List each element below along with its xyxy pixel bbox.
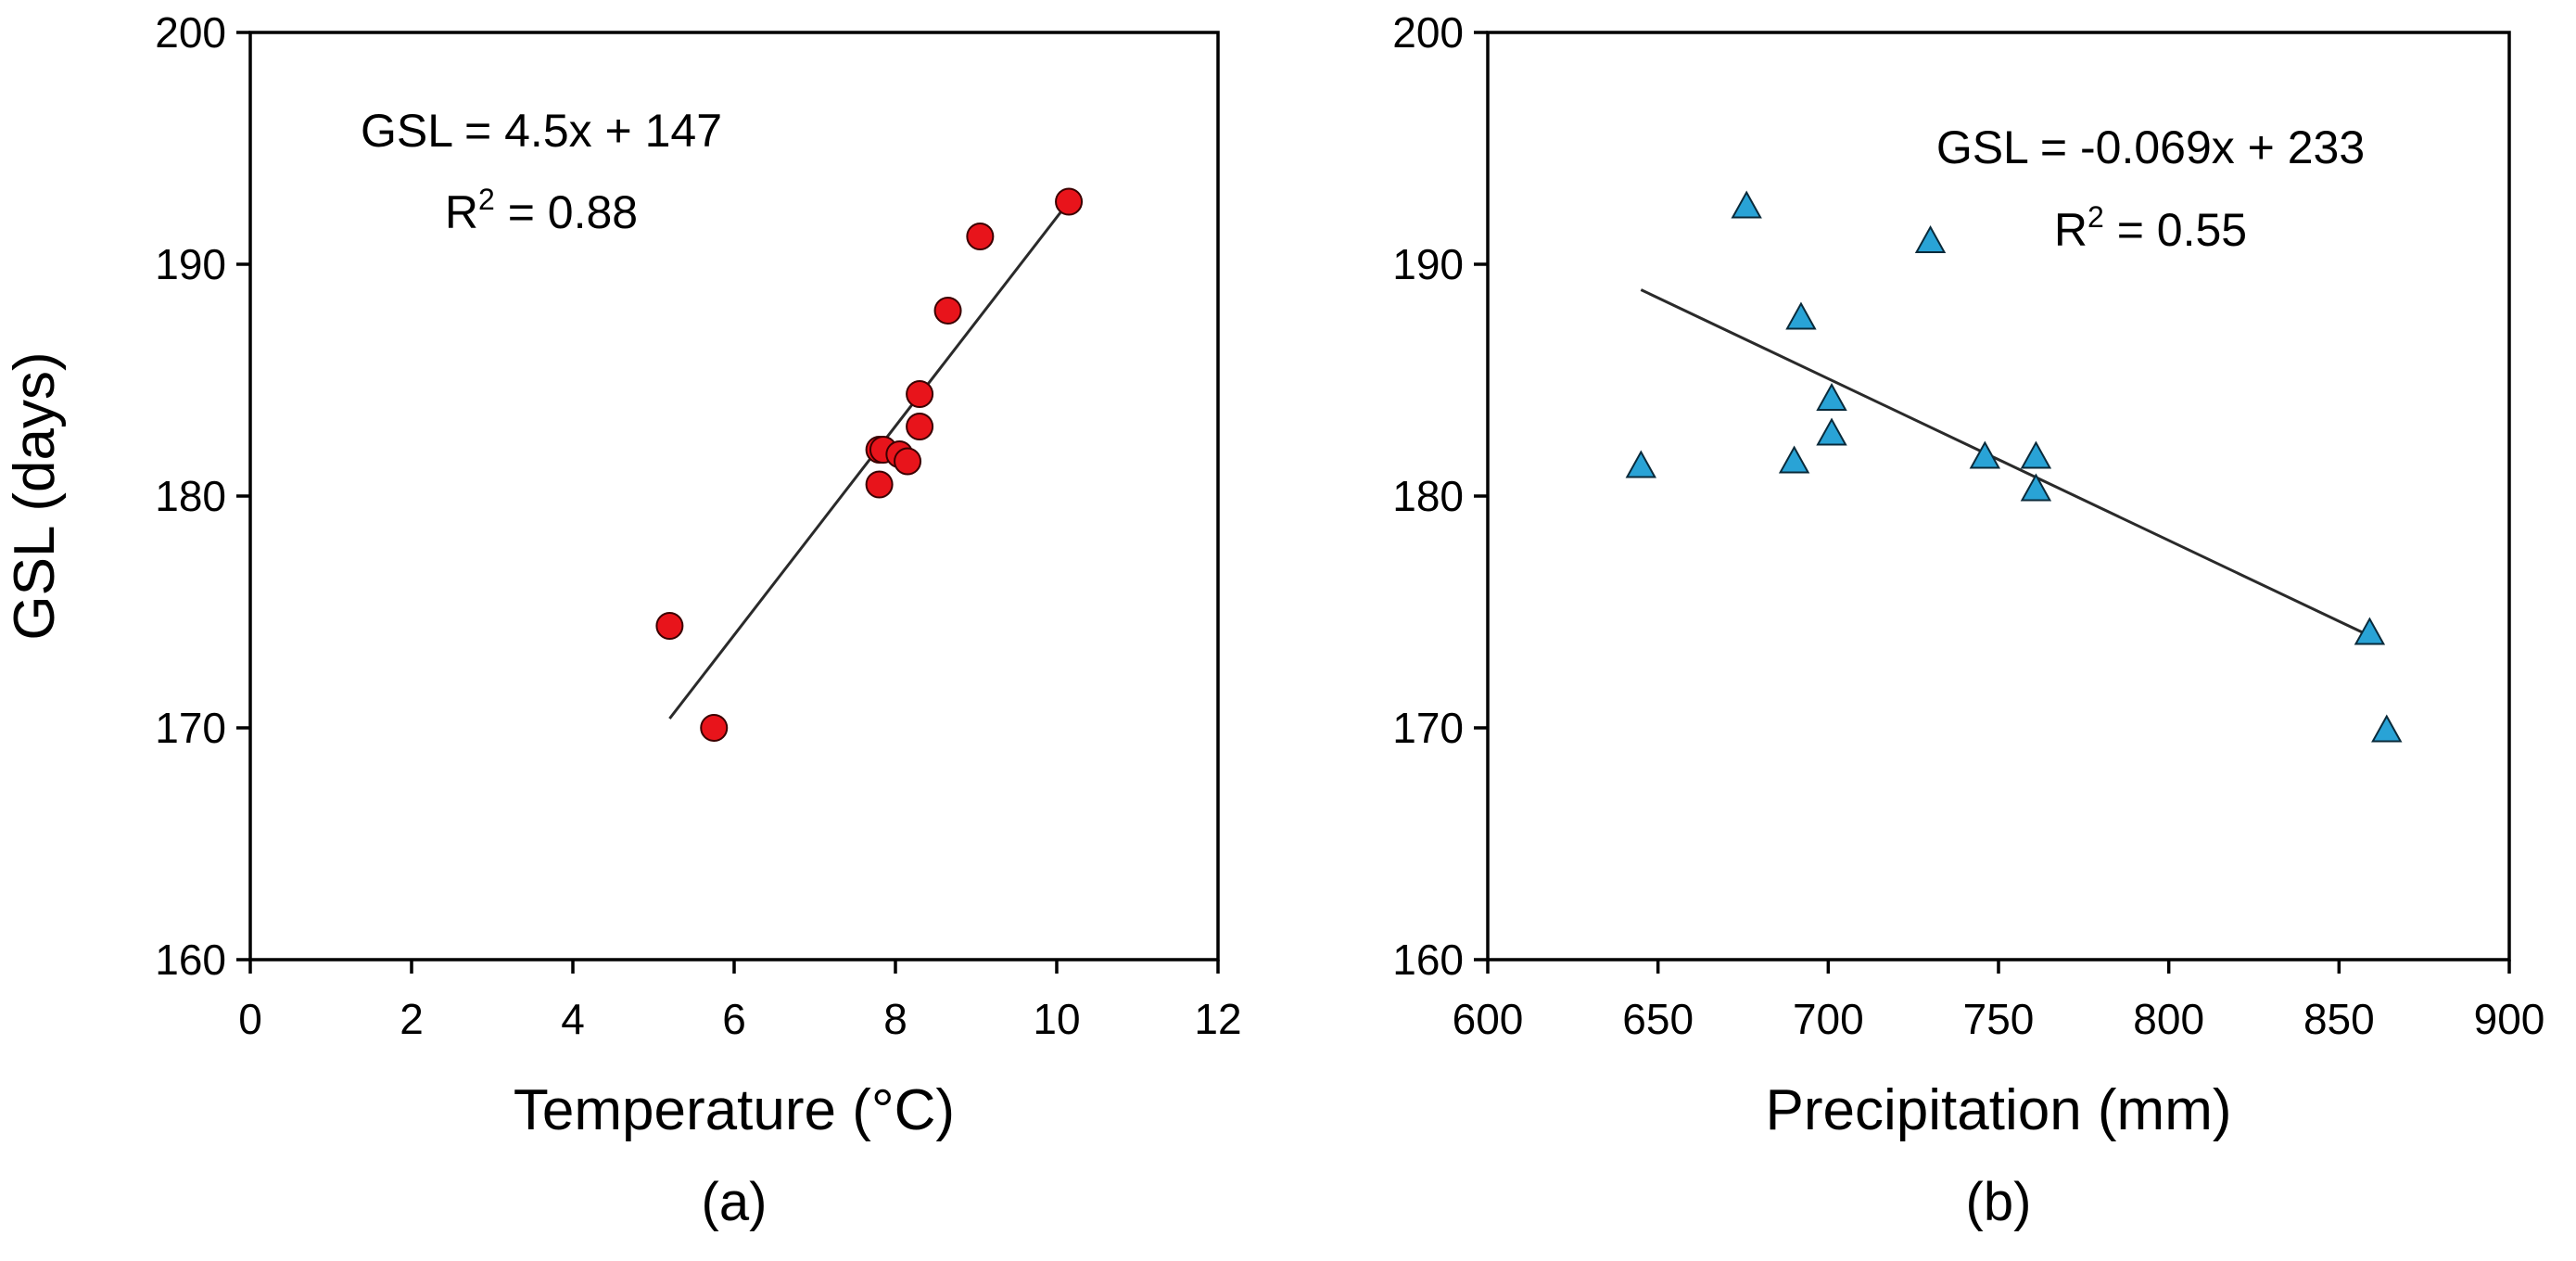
panel-a-trendline-group: [668, 200, 1071, 720]
x-tick-label: 600: [1453, 995, 1524, 1043]
x-tick-label: 6: [722, 995, 746, 1043]
x-tick-label: 650: [1622, 995, 1694, 1043]
data-point: [1731, 190, 1762, 219]
data-point: [655, 612, 684, 640]
panel-a-r2: R2 = 0.88: [445, 183, 638, 238]
y-tick-label: 180: [1392, 472, 1464, 520]
panel-b-points: [1625, 190, 2403, 743]
data-point: [1785, 301, 1817, 330]
y-tick-label: 200: [1392, 8, 1464, 57]
data-point: [906, 413, 934, 440]
panel-a-label: (a): [702, 1172, 768, 1232]
panel-a-points: [655, 187, 1084, 742]
data-point: [933, 297, 962, 325]
data-point: [2371, 714, 2403, 743]
panel-b-equation: GSL = -0.069x + 233: [1936, 121, 2365, 173]
data-point: [700, 714, 729, 742]
data-point: [1969, 440, 2001, 469]
panel-a-y-ticks: 160 170 180 190 200: [155, 8, 250, 984]
panel-a-plot-frame: [248, 31, 1220, 962]
trendline: [668, 200, 1071, 720]
y-tick-label: 190: [1392, 240, 1464, 288]
x-tick-label: 2: [400, 995, 424, 1043]
panel-b-y-ticks: 160 170 180 190 200: [1392, 8, 1488, 984]
panel-a-x-axis-title: Temperature (°C): [514, 1078, 955, 1142]
data-point: [1914, 224, 1947, 253]
panel-a-equation: GSL = 4.5x + 147: [361, 105, 722, 157]
x-tick-label: 700: [1793, 995, 1864, 1043]
data-point: [1816, 382, 1847, 411]
y-tick-label: 160: [155, 936, 226, 984]
data-point: [1778, 445, 1810, 474]
data-point: [1055, 187, 1084, 216]
panel-b-label: (b): [1966, 1172, 2032, 1232]
x-tick-label: 12: [1194, 995, 1241, 1043]
y-axis-title: GSL (days): [3, 351, 67, 640]
x-tick-label: 900: [2474, 995, 2545, 1043]
data-point: [966, 223, 995, 250]
y-tick-label: 200: [155, 8, 226, 57]
y-tick-label: 190: [155, 240, 226, 288]
panel-b-r2: R2 = 0.55: [2054, 200, 2247, 256]
data-point: [1625, 450, 1656, 478]
data-point: [2020, 440, 2052, 469]
panel-a-x-ticks: 0 2 4 6 8 10 12: [238, 960, 1242, 1043]
panel-a-temperature: 160 170 180 190 200 0 2 4 6 8 10 12 GSL = 4.5x + 1…: [3, 8, 1242, 1232]
x-tick-label: 8: [883, 995, 907, 1043]
data-point: [906, 380, 934, 408]
data-point: [2020, 473, 2052, 502]
y-tick-label: 170: [1392, 704, 1464, 752]
y-tick-label: 170: [155, 704, 226, 752]
data-point: [2354, 617, 2386, 645]
panel-b-trendline-group: [1640, 288, 2374, 639]
panel-b-x-axis-title: Precipitation (mm): [1766, 1078, 2232, 1142]
x-tick-label: 850: [2303, 995, 2375, 1043]
y-tick-label: 160: [1392, 936, 1464, 984]
data-point: [865, 470, 894, 499]
trendline: [1640, 288, 2374, 639]
x-tick-label: 4: [561, 995, 585, 1043]
x-tick-label: 750: [1963, 995, 2035, 1043]
x-tick-label: 10: [1033, 995, 1080, 1043]
data-point: [1816, 417, 1847, 446]
panel-b-precipitation: 160 170 180 190 200 600 650 700 750 800 850 900 GS…: [1392, 8, 2544, 1232]
panel-b-x-ticks: 600 650 700 750 800 850 900: [1453, 960, 2545, 1043]
x-tick-label: 800: [2133, 995, 2204, 1043]
data-point: [894, 447, 922, 476]
y-tick-label: 180: [155, 472, 226, 520]
x-tick-label: 0: [238, 995, 262, 1043]
